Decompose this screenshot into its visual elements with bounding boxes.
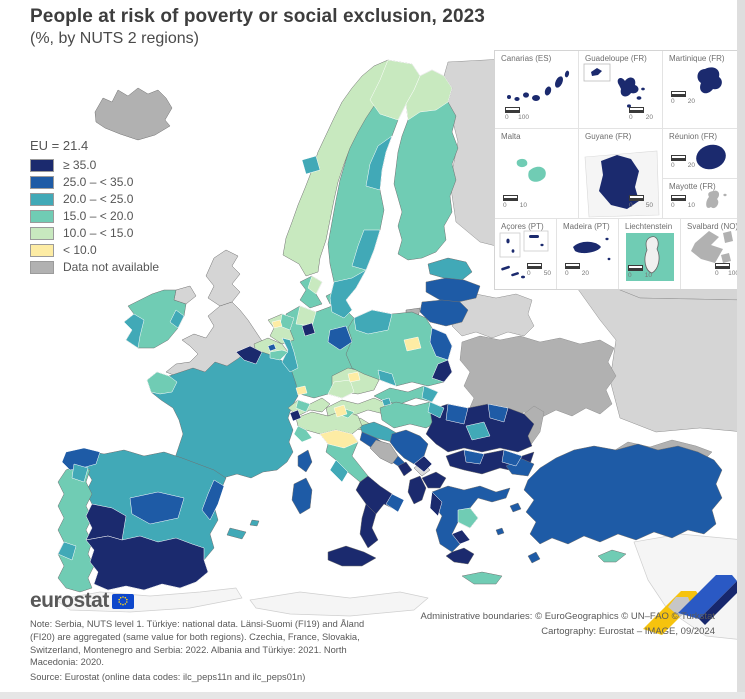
footer-credits: Administrative boundaries: © EuroGeograp… bbox=[420, 610, 715, 639]
inset-label: Liechtenstein bbox=[625, 222, 673, 231]
malta-islands bbox=[516, 158, 546, 182]
liechtenstein-outline bbox=[644, 236, 660, 274]
inset-malta: Malta 0 10 bbox=[495, 129, 579, 219]
footer: eurostat Note: Serbia, NUTS level 1. Tür… bbox=[30, 590, 390, 682]
admin-boundaries-credit: Administrative boundaries: © EuroGeograp… bbox=[420, 611, 715, 622]
legend-swatch bbox=[30, 260, 54, 274]
inset-mayotte: Mayotte (FR) 0 10 bbox=[663, 179, 743, 219]
inset-guadeloupe: Guadeloupe (FR) 0 20 bbox=[579, 51, 663, 129]
inset-svalbard: Svalbard (NO) 0 100 bbox=[687, 222, 739, 277]
inset-canarias: Canarias (ES) 0 100 bbox=[495, 51, 579, 129]
inset-madeira: Madeira (PT) 0 20 bbox=[557, 219, 619, 289]
martinique-island bbox=[697, 67, 722, 94]
legend-swatch bbox=[30, 243, 54, 257]
mayotte-island bbox=[706, 190, 727, 209]
legend-swatch bbox=[30, 209, 54, 223]
page-subtitle: (%, by NUTS 2 regions) bbox=[30, 30, 199, 47]
inset-label: Svalbard (NO) bbox=[687, 222, 739, 231]
window-edge-bottom bbox=[0, 692, 745, 699]
legend-swatch bbox=[30, 192, 54, 206]
inset-liechtenstein: Liechtenstein 0 10 bbox=[619, 219, 681, 289]
overseas-inset-panel: Canarias (ES) 0 100 Guadeloupe (FR) 0 20 M… bbox=[494, 50, 744, 290]
inset-reunion: Réunion (FR) 0 20 bbox=[663, 129, 743, 179]
reunion-island bbox=[696, 144, 726, 170]
inset-guyane: Guyane (FR) 0 50 bbox=[579, 129, 663, 219]
inset-label: Guadeloupe (FR) bbox=[585, 54, 647, 63]
inset-label: Canarias (ES) bbox=[501, 54, 552, 63]
eu-flag-icon bbox=[111, 594, 134, 609]
inset-label: Mayotte (FR) bbox=[669, 182, 716, 191]
page-title: People at risk of poverty or social excl… bbox=[30, 6, 485, 27]
legend-swatch bbox=[30, 175, 54, 189]
svalbard-islands bbox=[691, 231, 733, 263]
acores-islands bbox=[501, 235, 544, 279]
legend-eu-value: EU = 21.4 bbox=[30, 138, 89, 153]
legend-item: 25.0 – < 35.0 bbox=[30, 175, 159, 189]
eurostat-logo-text: eurostat bbox=[30, 589, 109, 612]
legend-item: Data not available bbox=[30, 260, 159, 274]
footer-note: Note: Serbia, NUTS level 1. Türkiye: nat… bbox=[30, 619, 365, 668]
inset-label: Martinique (FR) bbox=[669, 54, 725, 63]
legend: EU = 21.4 ≥ 35.0 25.0 – < 35.0 20.0 – < … bbox=[30, 138, 159, 277]
inset-label: Açores (PT) bbox=[501, 222, 544, 231]
legend-swatch bbox=[30, 226, 54, 240]
eurostat-logo: eurostat bbox=[30, 590, 390, 611]
legend-item: 10.0 – < 15.0 bbox=[30, 226, 159, 240]
guadeloupe-islands bbox=[591, 68, 645, 108]
legend-item: < 10.0 bbox=[30, 243, 159, 257]
window-edge-right bbox=[737, 0, 745, 699]
inset-label: Guyane (FR) bbox=[585, 132, 632, 141]
legend-item: 20.0 – < 25.0 bbox=[30, 192, 159, 206]
canarias-islands bbox=[507, 70, 570, 101]
legend-item: 15.0 – < 20.0 bbox=[30, 209, 159, 223]
inset-label: Malta bbox=[501, 132, 521, 141]
inset-label: Madeira (PT) bbox=[563, 222, 610, 231]
legend-item: ≥ 35.0 bbox=[30, 158, 159, 172]
legend-swatch bbox=[30, 158, 54, 172]
cartography-credit: Cartography: Eurostat – IMAGE, 09/2024 bbox=[541, 625, 715, 637]
inset-label: Réunion (FR) bbox=[669, 132, 718, 141]
footer-source: Source: Eurostat (online data codes: ilc… bbox=[30, 672, 306, 683]
inset-martinique: Martinique (FR) 0 20 bbox=[663, 51, 743, 129]
madeira-island bbox=[573, 237, 611, 261]
inset-acores: Açores (PT) 0 50 bbox=[495, 219, 557, 289]
decor-chevrons bbox=[643, 575, 737, 635]
